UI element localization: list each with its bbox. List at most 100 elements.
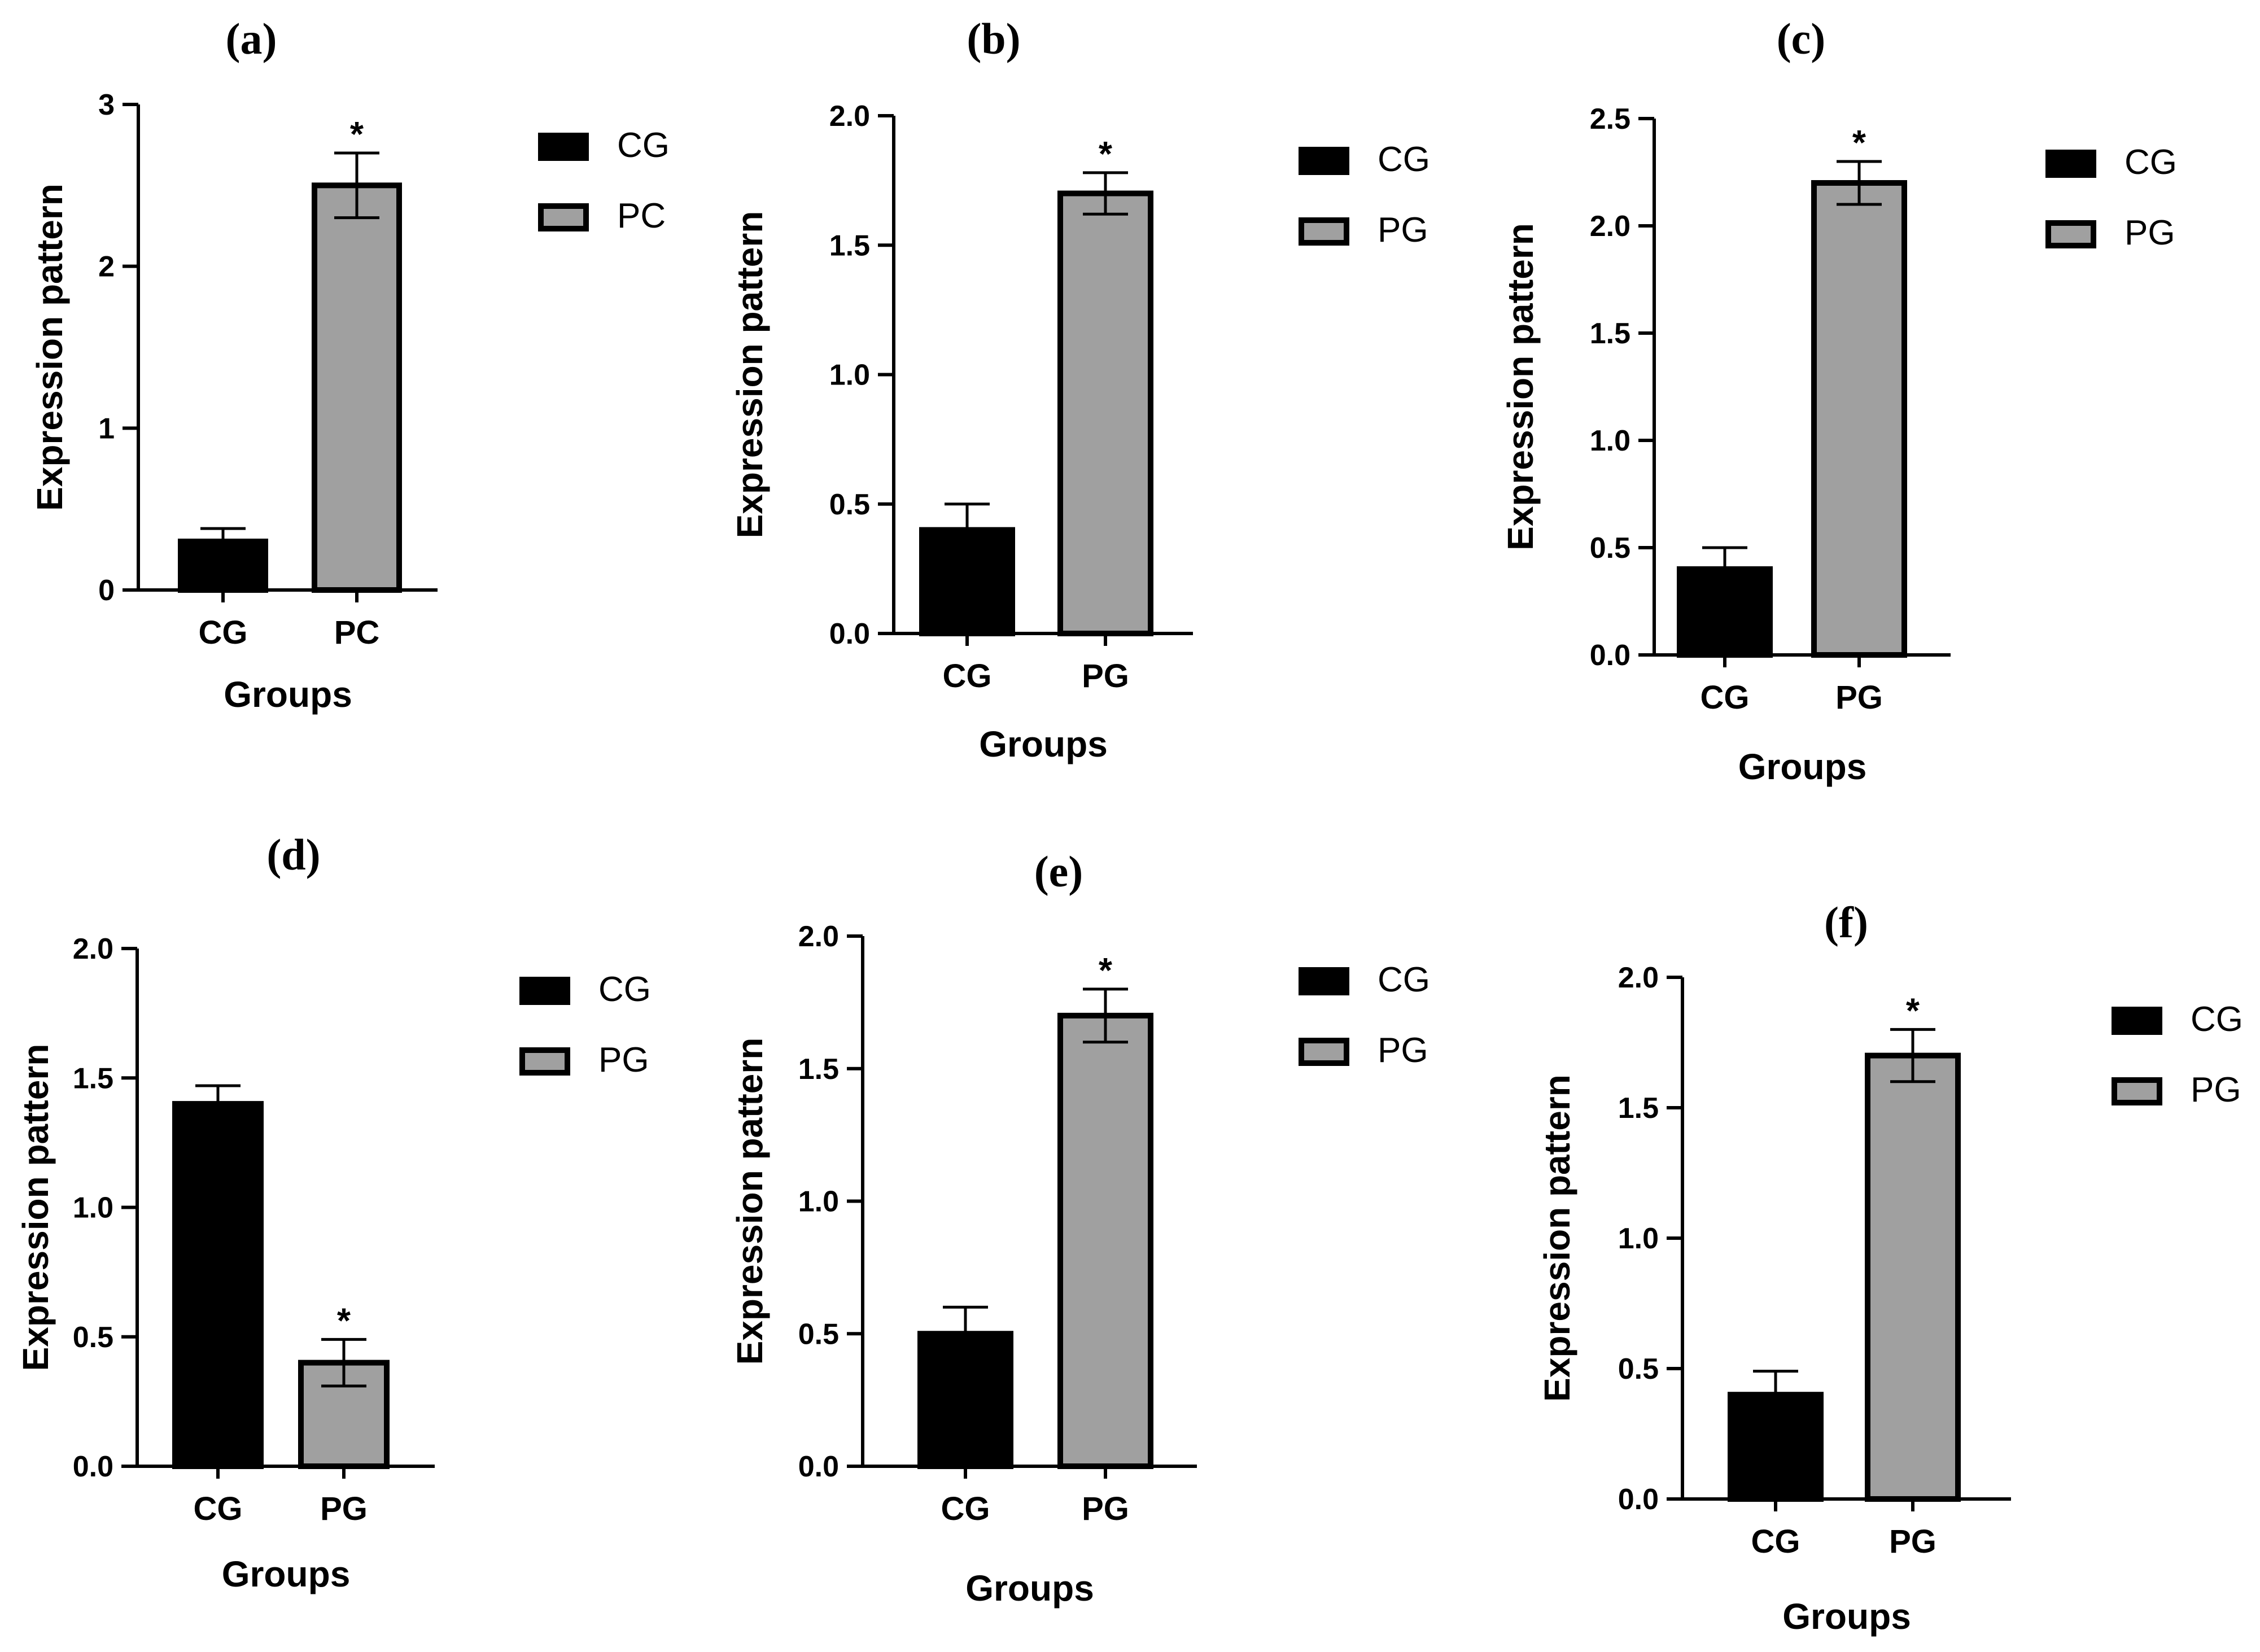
x-tick-label: CG [943,658,992,694]
y-axis-label: Expression pattern [1537,1074,1577,1402]
x-axis-label: Groups [222,1554,351,1594]
y-tick-label: 1.5 [1618,1092,1659,1125]
y-axis-label: Expression pattern [1500,223,1541,550]
y-tick-label: 2.0 [829,100,870,133]
legend-label-cg: CG [2191,1000,2243,1039]
chart-panel-e: (e) CG * PG 0.0 0.5 1.0 1.5 2.0 Expression patter… [729,847,1430,1609]
bar-cg [1677,566,1773,658]
legend-label-pg: PG [1378,211,1428,250]
y-tick-label: 1.5 [829,229,870,262]
legend-label-pg: PG [2191,1070,2241,1109]
legend-swatch-pg [1299,1038,1349,1066]
y-tick-label: 2.0 [798,920,839,953]
significance-star: * [1906,991,1920,1030]
legend-swatch-pg [2045,220,2096,248]
significance-star: * [350,115,364,154]
legend-swatch-pg [2112,1077,2162,1105]
panel-title: (f) [1824,898,1868,947]
panel-title: (c) [1777,14,1826,63]
legend-label-pg: PG [598,1041,649,1080]
panel-title: (e) [1034,847,1083,896]
x-tick-label: PG [1889,1523,1936,1560]
bar-pg [1057,1012,1153,1469]
x-tick-label: PG [1082,658,1129,694]
y-tick-label: 0.0 [73,1450,113,1483]
chart-panel-f: (f) CG * PG 0.0 0.5 1.0 1.5 2.0 Expression patter… [1537,898,2243,1637]
bar-pg [1811,180,1907,658]
chart-panel-c: (c) CG * PG 0.0 0.5 1.0 1.5 2.0 2.5 Expression pat… [1500,14,2177,787]
chart-panel-a: (a) CG * PC 0 1 2 3 Expression pattern Groups CG PC [29,14,670,715]
chart-panel-d: (d) CG * PG 0.0 0.5 1.0 1.5 2.0 Expression patter… [15,830,651,1594]
legend-swatch-cg [1299,147,1349,175]
y-tick-label: 2 [98,251,115,283]
legend-label-cg: CG [598,970,651,1009]
y-tick-label: 1.0 [829,359,870,392]
y-tick-label: 0.0 [798,1450,839,1483]
y-axis-label: Expression pattern [729,1038,770,1365]
x-axis-label: Groups [1782,1596,1911,1637]
y-tick-label: 2.0 [1618,962,1659,994]
legend-swatch-cg [2045,150,2096,178]
panel-title: (a) [226,14,277,63]
x-tick-label: PG [320,1491,368,1527]
panel-title: (b) [967,14,1020,63]
legend-swatch-cg [538,133,589,161]
y-tick-label: 0.0 [1590,639,1630,672]
y-tick-label: 1.0 [798,1186,839,1218]
bar-pc [312,182,402,593]
bar-cg [1728,1392,1824,1502]
y-tick-label: 1.5 [798,1053,839,1086]
legend-label-cg: CG [2125,143,2177,182]
legend-label-cg: CG [1378,140,1430,179]
legend-swatch-cg [1299,967,1349,995]
y-tick-label: 0.5 [1618,1353,1659,1386]
bar-cg [919,527,1015,636]
legend-label-cg: CG [1378,960,1430,999]
y-tick-label: 0 [98,574,115,607]
x-tick-label: CG [1701,679,1750,716]
x-tick-label: PG [1082,1491,1129,1527]
significance-star: * [1099,951,1113,990]
y-tick-label: 0.5 [73,1321,113,1354]
legend-label-pc: PC [617,196,666,235]
significance-star: * [337,1301,351,1340]
bar-cg [917,1331,1013,1469]
y-tick-label: 2.0 [73,933,113,965]
y-tick-label: 0.5 [798,1318,839,1351]
y-tick-label: 1.0 [73,1192,113,1225]
x-tick-label: PC [334,614,380,651]
chart-panel-b: (b) CG * PG 0.0 0.5 1.0 1.5 2.0 Expression patter… [729,14,1430,764]
legend-swatch-pg [519,1047,570,1076]
legend-swatch-pg [1299,217,1349,246]
x-axis-label: Groups [224,674,352,715]
legend-swatch-cg [519,977,570,1005]
y-tick-label: 2.5 [1590,103,1630,136]
y-tick-label: 3 [98,89,115,121]
x-tick-label: CG [1751,1523,1800,1560]
y-tick-label: 1.0 [1590,425,1630,457]
y-tick-label: 0.5 [1590,532,1630,565]
bar-pg [1865,1052,1961,1502]
x-tick-label: CG [199,614,248,651]
legend-label-pg: PG [2125,213,2175,252]
bar-pg [1057,190,1153,636]
y-tick-label: 0.5 [829,488,870,521]
y-tick-label: 0.0 [1618,1483,1659,1516]
y-axis-label: Expression pattern [729,211,770,539]
y-axis-label: Expression pattern [15,1044,56,1371]
x-tick-label: CG [194,1491,243,1527]
y-tick-label: 1.5 [1590,317,1630,350]
significance-star: * [1099,135,1113,174]
bar-cg [178,539,268,593]
x-axis-label: Groups [1738,746,1867,787]
y-tick-label: 2.0 [1590,210,1630,243]
panel-title: (d) [266,830,320,879]
x-tick-label: PG [1835,679,1883,716]
legend-swatch-pc [538,203,589,231]
legend-label-cg: CG [617,126,670,165]
significance-star: * [1852,124,1866,163]
bar-cg [172,1101,264,1469]
x-axis-label: Groups [965,1568,1094,1609]
